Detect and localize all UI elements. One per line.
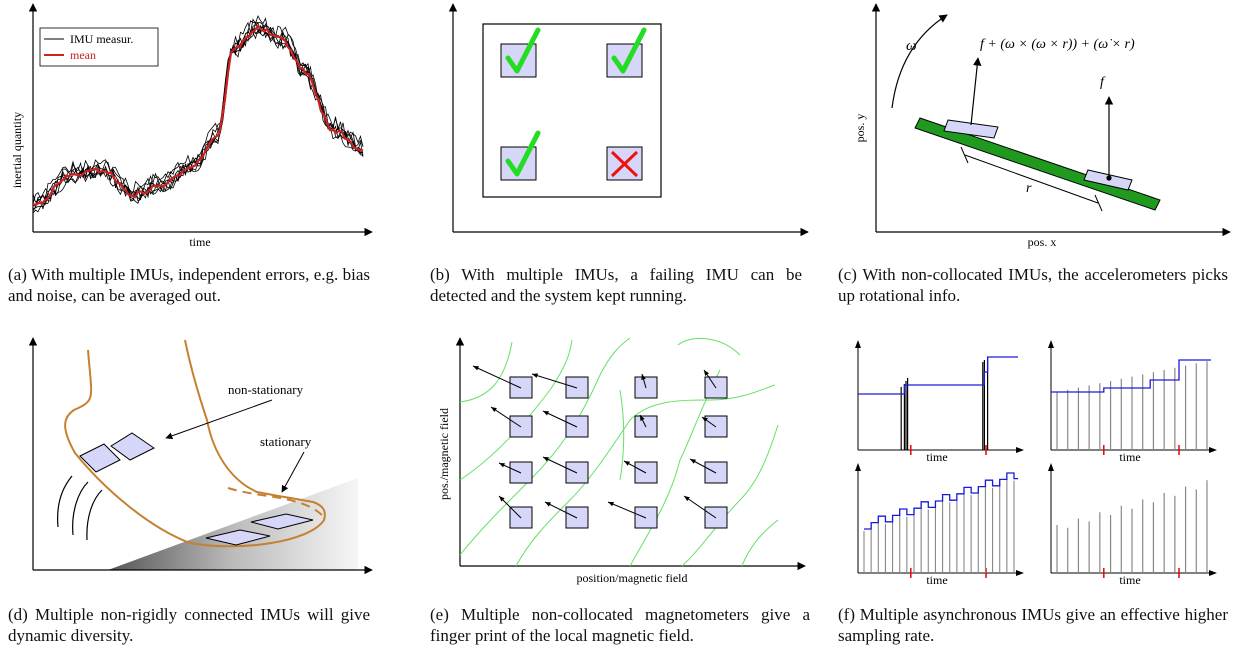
field-vector-head: [543, 457, 549, 462]
imu-trace: [32, 28, 364, 212]
magnetometer-grid: [472, 365, 728, 529]
motion-lines: [57, 475, 103, 541]
field-vector-head: [684, 496, 690, 502]
panel-c-diagram: pos. y pos. x ω f + (ω × (ω × r)) + (ω̇ …: [853, 3, 1231, 249]
field-vector: [531, 373, 578, 389]
imu-box-ok-3: [500, 130, 541, 181]
magnetic-field-lines: [459, 337, 779, 567]
x-axis-label: pos. x: [1028, 235, 1057, 249]
r-label: r: [1026, 181, 1032, 196]
sub-xlabel-2: time: [1119, 450, 1140, 464]
sub-xlabel-3: time: [926, 573, 947, 587]
panel-e-diagram: pos./magnetic field position/magnetic fi…: [437, 337, 806, 585]
stationary-label: stationary: [260, 434, 312, 449]
imu-point: [1106, 175, 1112, 181]
sub-xlabel-4: time: [1119, 573, 1140, 587]
caption-a: (a) With multiple IMUs, independent erro…: [8, 265, 370, 305]
check-icon: [505, 27, 541, 74]
x-axis-label: position/magnetic field: [577, 571, 688, 585]
field-vector: [544, 501, 578, 519]
foot-outline: [64, 339, 326, 548]
x-axis-label: time: [189, 235, 210, 249]
imu-box-ok-1: [500, 27, 541, 78]
imu-sensor-static-1: [205, 529, 271, 546]
caption-e: (e) Multiple non-collocated magnetometer…: [430, 605, 810, 645]
imu-sensor-moving-1: [79, 443, 121, 473]
system-box: [482, 23, 662, 198]
imu-trace: [32, 21, 364, 207]
field-vector: [542, 410, 578, 428]
field-vector: [607, 501, 647, 519]
caption-d: (d) Multiple non-rigidly connected IMUs …: [8, 605, 370, 645]
check-icon: [505, 130, 541, 177]
field-vector-head: [690, 459, 696, 464]
caption-f: (f) Multiple asynchronous IMUs give an e…: [838, 605, 1228, 645]
check-icon: [611, 27, 647, 74]
imu-sensor-1: [943, 119, 999, 139]
sub-x-arrowhead: [1016, 447, 1024, 453]
formula-label: f + (ω × (ω × r)) + (ω̇ × r): [980, 37, 1135, 52]
f-label: f: [1100, 75, 1106, 90]
caption-b: (b) With multiple IMUs, a failing IMU ca…: [430, 265, 802, 305]
field-vector: [490, 406, 522, 428]
y-axis-label: pos./magnetic field: [437, 408, 451, 500]
imu-box-failed: [606, 146, 643, 181]
legend-imu: IMU measur.: [70, 32, 133, 46]
sub-x-arrowhead: [1209, 447, 1217, 453]
stationary-arrow: [281, 451, 305, 493]
field-vector-head: [641, 374, 646, 380]
field-vector-head: [491, 407, 497, 412]
panel-d-diagram: non-stationary stationary: [28, 337, 373, 575]
held-signal: [858, 356, 1018, 395]
cross-icon: [610, 150, 639, 178]
force-arrow-1: [970, 57, 982, 126]
field-vector: [542, 456, 578, 474]
legend: IMU measur. mean: [39, 27, 159, 67]
field-vector-head: [473, 366, 479, 371]
imu-box-ok-2: [606, 27, 647, 78]
sub-y-arrowhead: [1048, 463, 1054, 471]
imu-sensor-static-2: [250, 513, 314, 530]
non-stationary-label: non-stationary: [228, 382, 304, 397]
field-vector-head: [704, 370, 709, 376]
omega-label: ω: [906, 38, 917, 54]
field-vector-head: [640, 415, 645, 421]
y-axis-label: pos. y: [853, 114, 867, 143]
field-vector-head: [608, 502, 614, 507]
field-vector: [683, 495, 717, 519]
held-signal: [864, 472, 1018, 530]
caption-c: (c) With non-collocated IMUs, the accele…: [838, 265, 1228, 305]
field-vector-head: [499, 463, 505, 468]
sub-x-arrowhead: [1016, 570, 1024, 576]
field-vector-head: [624, 461, 630, 466]
held-signal: [1051, 359, 1211, 393]
sub-y-arrowhead: [1048, 340, 1054, 348]
non-stationary-arrow: [165, 399, 273, 440]
field-vector-head: [499, 496, 505, 502]
field-vector-head: [543, 411, 549, 416]
legend-mean: mean: [70, 48, 96, 62]
field-vector: [472, 365, 522, 389]
sub-y-arrowhead: [855, 340, 861, 348]
panel-f-diagram: time time time time: [855, 340, 1217, 587]
field-vector-head: [702, 417, 708, 423]
mean-line: [32, 24, 364, 206]
rotation-arrow: [891, 14, 948, 109]
sampling-subplots: [855, 340, 1217, 578]
sub-y-arrowhead: [855, 463, 861, 471]
y-axis-label: inertial quantity: [10, 112, 24, 188]
r-dimension: [960, 146, 1103, 212]
sub-x-arrowhead: [1209, 570, 1217, 576]
rigid-bar: [914, 117, 1161, 211]
shoe-edge-dashed: [227, 487, 323, 516]
panel-b-diagram: [448, 3, 809, 237]
field-vector-head: [545, 502, 551, 507]
sub-xlabel-1: time: [926, 450, 947, 464]
panel-a-diagram: IMU measur. mean inertial quantity time: [10, 3, 373, 249]
imu-sensor-moving-2: [110, 432, 155, 461]
field-vector-head: [532, 373, 538, 378]
